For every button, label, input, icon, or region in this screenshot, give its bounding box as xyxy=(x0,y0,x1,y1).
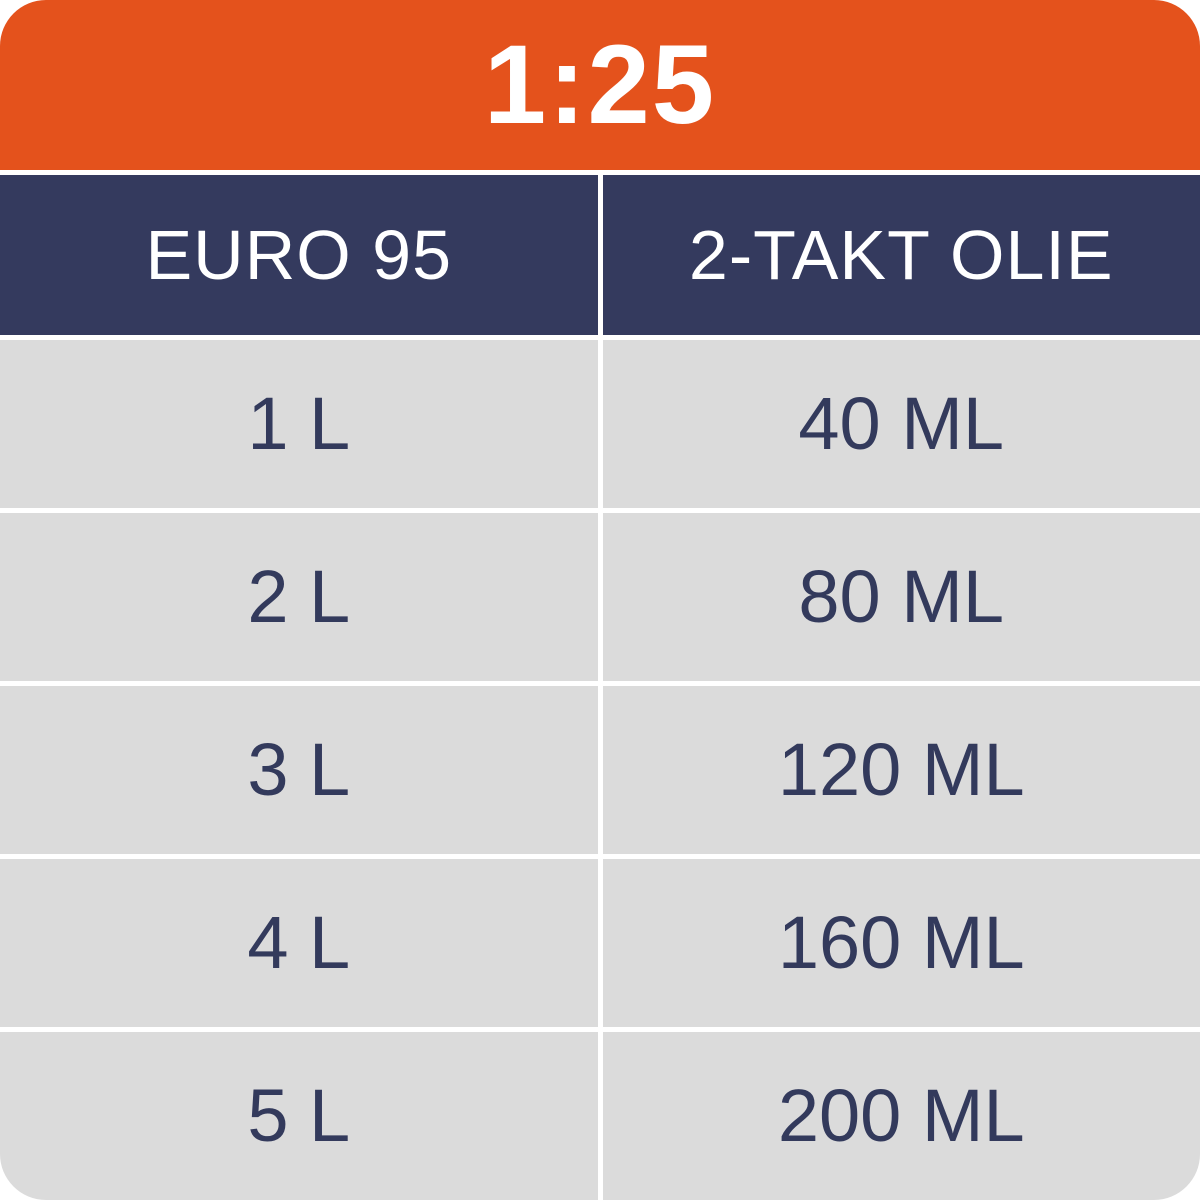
fuel-amount-cell: 4 L xyxy=(0,859,598,1027)
table-row: 4 L 160 ML xyxy=(0,859,1200,1027)
table-row: 5 L 200 ML xyxy=(0,1032,1200,1200)
column-header-euro95: EURO 95 xyxy=(0,175,598,335)
oil-amount-cell: 80 ML xyxy=(602,513,1200,681)
table-row: 3 L 120 ML xyxy=(0,686,1200,854)
table-row: 1 L 40 ML xyxy=(0,340,1200,508)
fuel-amount-cell: 1 L xyxy=(0,340,598,508)
fuel-amount-cell: 2 L xyxy=(0,513,598,681)
fuel-amount-cell: 5 L xyxy=(0,1032,598,1200)
oil-amount-cell: 120 ML xyxy=(602,686,1200,854)
ratio-banner: 1:25 xyxy=(0,0,1200,170)
oil-amount-cell: 40 ML xyxy=(602,340,1200,508)
oil-amount-cell: 160 ML xyxy=(602,859,1200,1027)
ratio-value: 1:25 xyxy=(483,22,717,147)
oil-amount-cell: 200 ML xyxy=(602,1032,1200,1200)
table-row: 2 L 80 ML xyxy=(0,513,1200,681)
column-header-2takt-olie: 2-TAKT OLIE xyxy=(602,175,1200,335)
fuel-amount-cell: 3 L xyxy=(0,686,598,854)
table-header-row: EURO 95 2-TAKT OLIE xyxy=(0,175,1200,335)
